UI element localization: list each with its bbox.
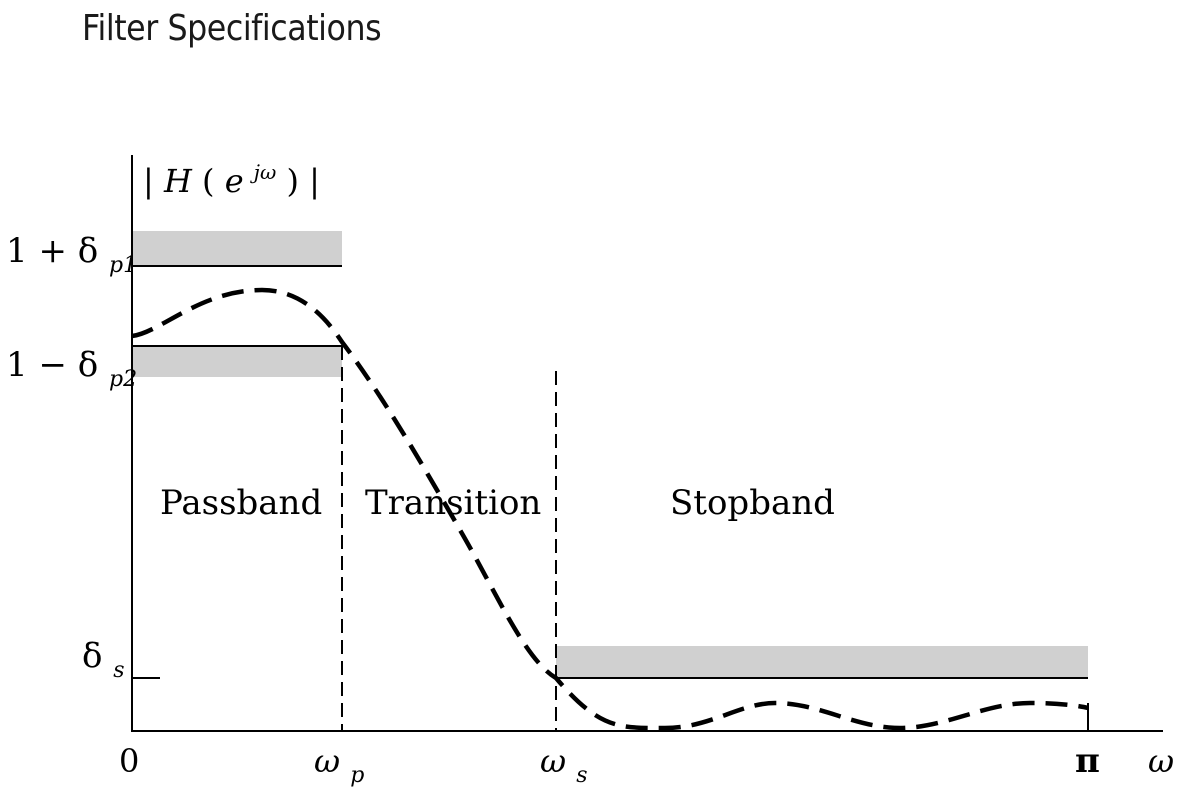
lower-tolerance-label: 1 − δ p2: [6, 345, 137, 392]
upper-tolerance-label: 1 + δ p1: [6, 231, 137, 278]
x-tick-zero: 0: [119, 742, 139, 780]
x-tick-wp-symbol: ω: [314, 742, 340, 780]
passband-lower-tolerance-band: [132, 346, 342, 377]
y-axis-label-func: H: [163, 162, 193, 200]
x-tick-stopband-edge: ω s: [540, 742, 588, 788]
passband-upper-tolerance-band: [132, 231, 342, 266]
y-axis-label-paren-close: ): [286, 162, 298, 200]
y-axis-label-open: |: [143, 162, 154, 200]
upper-tolerance-subscript: p1: [109, 253, 137, 278]
stopband-tolerance-subscript: s: [113, 658, 124, 683]
transition-label: Transition: [365, 483, 541, 523]
stopband-tolerance-prefix: δ: [82, 636, 102, 676]
y-axis-label-base: e: [225, 162, 244, 200]
y-axis-label-close: |: [309, 162, 320, 200]
lower-tolerance-subscript: p2: [109, 367, 137, 392]
stopband-tolerance-band: [556, 646, 1088, 678]
x-tick-wp-subscript: p: [350, 763, 364, 788]
upper-tolerance-prefix: 1 + δ: [6, 231, 98, 271]
y-axis-label: | H ( e jω ) |: [143, 149, 320, 200]
x-axis-label: ω: [1148, 742, 1174, 780]
x-tick-pi: π: [1075, 741, 1100, 781]
x-tick-ws-subscript: s: [576, 763, 587, 788]
passband-label: Passband: [160, 483, 322, 523]
stopband-tolerance-label: δ s: [82, 636, 125, 683]
lower-tolerance-prefix: 1 − δ: [6, 345, 98, 385]
x-tick-ws-symbol: ω: [540, 742, 566, 780]
y-axis-label-paren-open: (: [202, 162, 214, 200]
y-axis-label-exponent: jω: [250, 160, 277, 184]
x-tick-passband-edge: ω p: [314, 742, 364, 788]
stopband-label: Stopband: [670, 483, 835, 523]
